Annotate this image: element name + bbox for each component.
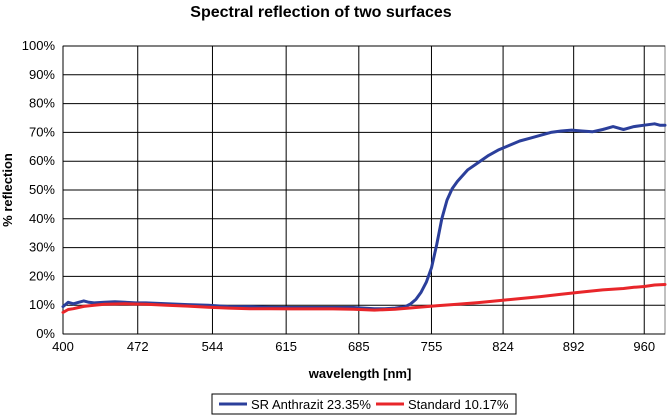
y-tick-label: 20% — [29, 268, 55, 283]
x-tick-labels: 400 472 544 615 685 755 824 892 960 — [52, 339, 655, 354]
chart-title: Spectral reflection of two surfaces — [190, 4, 452, 21]
x-tick-label: 960 — [633, 339, 655, 354]
series-group — [61, 122, 667, 314]
x-tick-label: 615 — [275, 339, 297, 354]
y-tick-label: 90% — [29, 67, 55, 82]
y-tick-label: 10% — [29, 297, 55, 312]
legend-label-sr-anthrazit: SR Anthrazit 23.35% — [251, 397, 371, 412]
y-axis-title: % reflection — [0, 153, 15, 227]
y-tick-label: 100% — [22, 38, 56, 53]
x-tick-label: 472 — [127, 339, 149, 354]
y-tick-label: 30% — [29, 240, 55, 255]
legend-box — [211, 393, 517, 415]
y-tick-label: 60% — [29, 153, 55, 168]
grid-lines — [62, 45, 665, 335]
legend: SR Anthrazit 23.35% Standard 10.17% — [211, 393, 517, 415]
x-tick-label: 892 — [563, 339, 585, 354]
series-line-1 — [61, 283, 667, 314]
x-tick-label: 685 — [348, 339, 370, 354]
y-tick-label: 50% — [29, 182, 55, 197]
y-tick-label: 40% — [29, 211, 55, 226]
y-tick-labels: 0% 10% 20% 30% 40% 50% 60% 70% 80% 90% 100% — [22, 38, 56, 341]
y-tick-label: 0% — [36, 326, 55, 341]
legend-label-standard: Standard 10.17% — [408, 397, 509, 412]
x-tick-label: 755 — [421, 339, 443, 354]
x-tick-label: 400 — [52, 339, 74, 354]
x-tick-label: 544 — [202, 339, 224, 354]
y-tick-label: 70% — [29, 124, 55, 139]
x-tick-label: 824 — [492, 339, 514, 354]
x-axis-title: wavelength [nm] — [308, 366, 412, 381]
y-tick-label: 80% — [29, 96, 55, 111]
